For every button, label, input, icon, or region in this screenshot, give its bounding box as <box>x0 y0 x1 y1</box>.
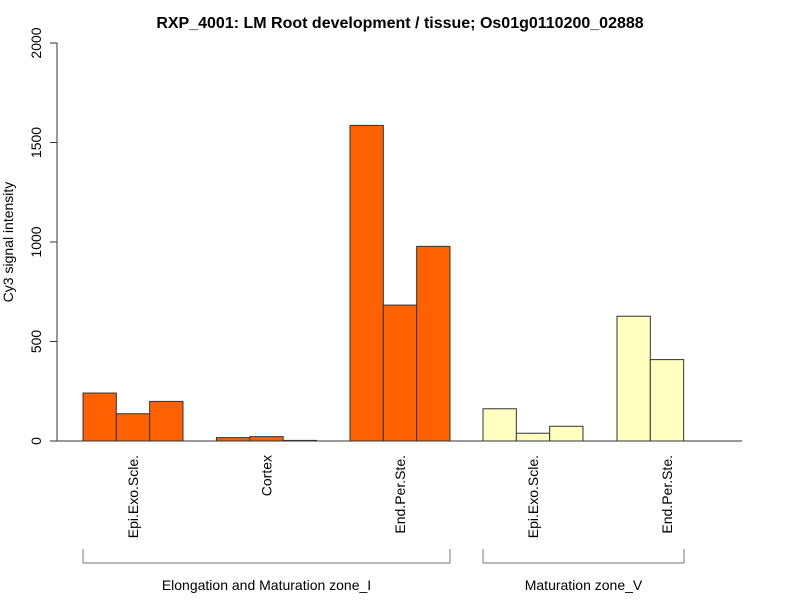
bar <box>115 413 151 442</box>
bar <box>282 439 317 442</box>
bar <box>515 432 551 442</box>
bar <box>549 425 584 442</box>
x-tick-labels: Epi.Exo.Scle. Cortex End.Per.Ste. Epi.Exo.S… <box>125 455 675 538</box>
bar <box>349 124 384 442</box>
chart-title: RXP_4001: LM Root development / tissue; … <box>156 15 643 32</box>
x-tick-label: Epi.Exo.Scle. <box>125 455 141 538</box>
x-tick-label: End.Per.Ste. <box>659 455 675 534</box>
x-tick-label: End.Per.Ste. <box>392 455 408 534</box>
bar <box>149 400 184 442</box>
x-tick-label: Epi.Exo.Scle. <box>525 455 541 538</box>
bar <box>382 304 418 442</box>
bar <box>649 359 685 442</box>
y-axis-label: Cy3 signal intensity <box>0 182 16 303</box>
group-bracket <box>482 549 685 564</box>
bar <box>482 408 517 442</box>
group-brackets: Elongation and Maturation zone_I Maturati… <box>82 549 685 593</box>
bar <box>216 437 251 442</box>
y-tick-label: 1000 <box>28 226 44 257</box>
y-tick-label: 0 <box>28 437 44 445</box>
group-label: Elongation and Maturation zone_I <box>162 577 371 593</box>
bar <box>616 315 651 442</box>
y-tick-label: 500 <box>28 330 44 354</box>
bar <box>249 436 284 442</box>
y-axis: 0 500 1000 1500 2000 <box>28 27 58 445</box>
group-bracket <box>82 549 451 564</box>
bar <box>82 392 117 442</box>
x-tick-label: Cortex <box>258 455 274 496</box>
group-label: Maturation zone_V <box>525 577 643 593</box>
bar <box>416 245 451 442</box>
y-tick-label: 1500 <box>28 127 44 158</box>
bars <box>82 124 685 442</box>
y-tick-label: 2000 <box>28 27 44 58</box>
